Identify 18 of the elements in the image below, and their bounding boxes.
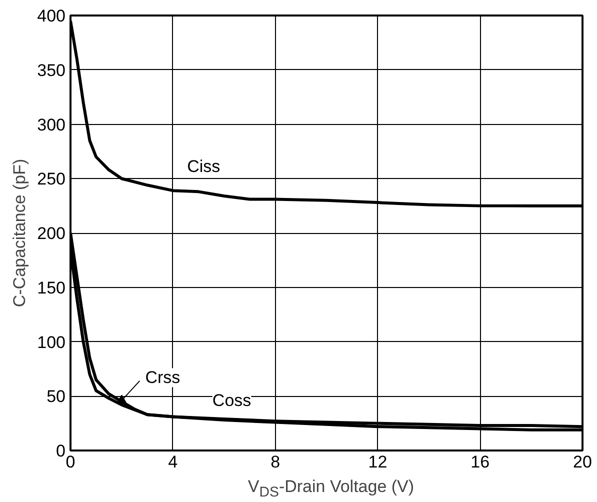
- x-tick-label: 16: [470, 452, 490, 472]
- y-tick-label: 400: [37, 6, 66, 26]
- y-tick-label: 150: [37, 278, 66, 298]
- y-tick-label: 250: [37, 170, 66, 189]
- series-label: Coss: [212, 390, 252, 410]
- y-tick-label: 50: [46, 387, 66, 406]
- y-tick-label: 350: [37, 60, 66, 80]
- y-axis-title: C-Capacitance (pF): [10, 158, 30, 308]
- x-tick-label: 12: [368, 452, 388, 472]
- x-tick-label: 4: [168, 452, 178, 472]
- y-tick-label: 300: [37, 115, 66, 134]
- x-axis-title: V$_{DS}$-Drain Voltage (V): [248, 476, 414, 502]
- series-label: Ciss: [187, 157, 220, 176]
- y-tick-label: 100: [37, 332, 66, 352]
- series-label: Crss: [145, 368, 180, 388]
- x-tick-label: 8: [270, 452, 280, 472]
- y-tick-label: 200: [37, 224, 66, 243]
- x-tick-label: 20: [573, 452, 592, 472]
